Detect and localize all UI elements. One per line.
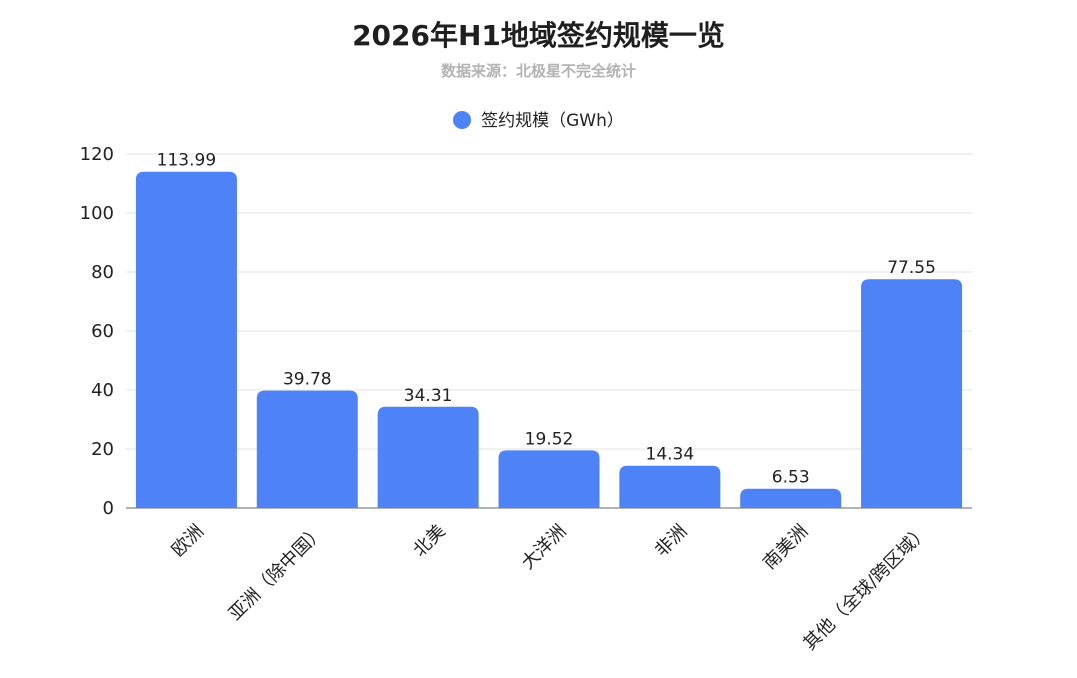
chart-legend: 签约规模（GWh） <box>0 106 1077 131</box>
data-label: 14.34 <box>646 445 695 465</box>
data-labels: 113.99 39.78 34.31 19.52 14.34 6.53 77.55 <box>157 151 936 488</box>
x-tick-label: 北美 <box>409 521 449 561</box>
y-tick-label: 120 <box>80 144 114 165</box>
data-label: 6.53 <box>772 468 810 488</box>
legend-swatch <box>453 111 472 129</box>
y-tick-label: 60 <box>91 321 114 342</box>
x-tick-label: 欧洲 <box>168 521 208 561</box>
y-tick-label: 100 <box>80 203 114 224</box>
y-tick-label: 80 <box>91 262 114 283</box>
bars <box>135 171 963 509</box>
y-tick-label: 20 <box>91 439 114 460</box>
x-tick-label: 大洋洲 <box>518 521 571 574</box>
bar <box>135 171 237 509</box>
x-tick-label: 南美洲 <box>759 521 812 574</box>
legend-label: 签约规模（GWh） <box>481 111 624 131</box>
y-tick-label: 0 <box>103 498 114 519</box>
data-label: 34.31 <box>404 386 453 406</box>
y-axis: 0 20 40 60 80 100 120 <box>80 144 114 519</box>
data-label: 19.52 <box>525 429 574 449</box>
data-label: 113.99 <box>157 151 216 171</box>
data-label: 77.55 <box>887 258 936 278</box>
chart-title: 2026年H1地域签约规模一览 <box>352 19 725 52</box>
chart-subtitle: 数据来源：北极星不完全统计 <box>440 62 636 80</box>
bar <box>498 450 600 508</box>
data-label: 39.78 <box>283 370 332 390</box>
bar <box>377 406 479 508</box>
bar <box>861 279 963 508</box>
x-tick-label: 其他（全球/跨区域） <box>799 521 933 655</box>
x-tick-label: 非洲 <box>651 521 691 561</box>
bar <box>619 465 721 508</box>
y-tick-label: 40 <box>91 380 114 401</box>
bar <box>256 390 358 508</box>
x-tick-label: 亚洲（除中国） <box>225 521 329 625</box>
bar <box>740 488 842 508</box>
